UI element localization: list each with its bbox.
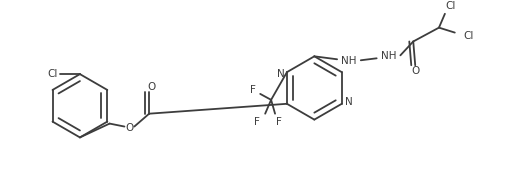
Text: NH: NH <box>341 56 357 66</box>
Text: Cl: Cl <box>446 1 456 11</box>
Text: O: O <box>125 122 133 133</box>
Text: NH: NH <box>381 51 397 61</box>
Text: O: O <box>147 82 155 92</box>
Text: Cl: Cl <box>47 69 58 79</box>
Text: F: F <box>250 85 256 95</box>
Text: O: O <box>411 66 419 76</box>
Text: F: F <box>254 117 260 127</box>
Text: N: N <box>277 69 285 79</box>
Text: F: F <box>276 117 282 127</box>
Text: Cl: Cl <box>464 31 474 40</box>
Text: N: N <box>345 97 353 107</box>
